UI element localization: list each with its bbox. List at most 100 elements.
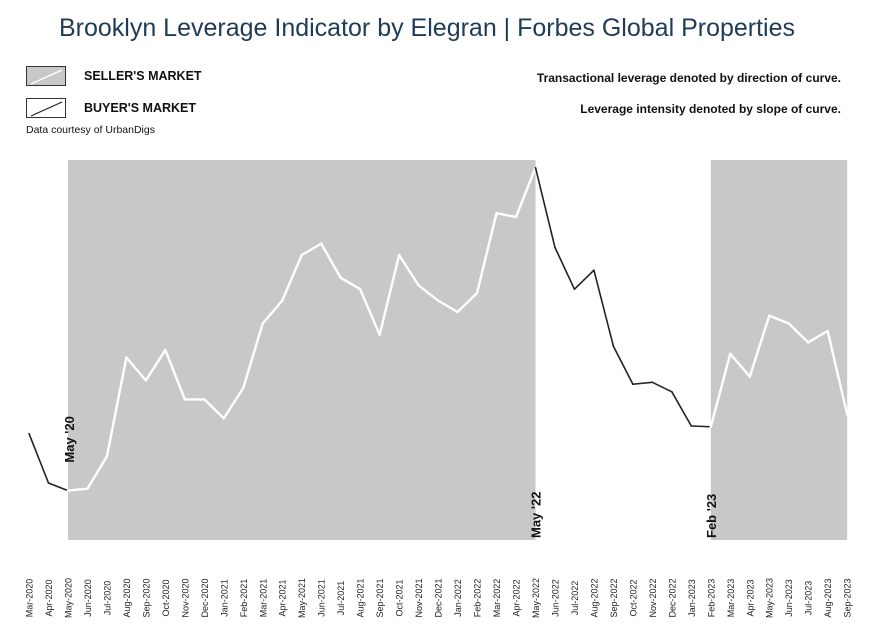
x-tick-label: Aug-2020: [122, 578, 132, 617]
line-segment-Nov-2021: [417, 284, 440, 302]
x-tick-label: Apr-2021: [278, 579, 288, 616]
line-segment-Apr-2020: [47, 482, 69, 492]
line-segment-Jul-2022: [573, 269, 595, 291]
x-tick-label: Jun-2023: [784, 579, 794, 617]
line-segment-Mar-2021: [261, 299, 284, 325]
direction-note: Transactional leverage denoted by direct…: [536, 71, 841, 85]
line-segment-Jul-2021: [339, 276, 362, 291]
annotation-1: May '22: [528, 492, 543, 538]
legend-item-buyer: BUYER'S MARKET: [26, 97, 196, 119]
line-segment-Jul-2020: [105, 356, 128, 458]
line-segment-Jan-2023: [690, 425, 712, 428]
x-tick-label: Jun-2022: [550, 579, 560, 617]
buyer-market-swatch: [26, 98, 66, 118]
line-segment-Feb-2021: [242, 322, 264, 390]
line-segment-Feb-2022: [475, 211, 498, 295]
line-segment-Sep-2020: [144, 348, 167, 382]
line-segment-Mar-2020: [28, 432, 50, 484]
x-tick-label: Jun-2020: [83, 579, 93, 617]
x-tick-label: Jul-2021: [336, 581, 346, 616]
seller-market-region-0: [67, 160, 536, 540]
line-segment-Jul-2023: [807, 329, 829, 344]
x-tick-label: May-2020: [63, 578, 73, 618]
line-segment-Oct-2020: [164, 348, 187, 401]
x-tick-label: Dec-2021: [434, 578, 444, 617]
x-tick-label: Jan-2023: [687, 579, 697, 617]
seller-market-region-2: [710, 160, 848, 540]
x-tick-label: Jan-2021: [219, 579, 229, 617]
x-tick-label: Mar-2022: [492, 579, 502, 618]
line-segment-Jun-2022: [554, 246, 576, 291]
line-segment-May-2021: [300, 242, 323, 257]
x-tick-label: Aug-2023: [823, 578, 833, 617]
x-tick-label: Feb-2022: [473, 579, 483, 618]
x-tick-label: Jan-2022: [453, 579, 463, 617]
x-tick-label: Mar-2023: [726, 579, 736, 618]
x-tick-label: Apr-2023: [745, 579, 755, 616]
x-tick-label: Dec-2022: [667, 578, 677, 617]
x-tick-label: May-2022: [531, 578, 541, 618]
line-segment-Feb-2023: [709, 352, 732, 428]
intensity-note: Leverage intensity denoted by slope of c…: [580, 102, 841, 116]
x-tick-label: Sep-2022: [609, 578, 619, 617]
line-segment-Jun-2021: [320, 242, 342, 279]
line-segment-Sep-2021: [378, 253, 401, 336]
x-tick-label: Nov-2021: [414, 578, 424, 617]
data-source: Data courtesy of UrbanDigs: [26, 124, 155, 136]
line-segment-Jan-2022: [456, 291, 479, 314]
x-tick-label: Feb-2023: [706, 579, 716, 618]
seller-market-label: SELLER'S MARKET: [84, 69, 202, 83]
buyer-market-label: BUYER'S MARKET: [84, 101, 197, 115]
x-tick-label: Nov-2022: [648, 578, 658, 617]
line-segment-May-2022: [534, 166, 556, 249]
x-tick-label: Jul-2023: [804, 581, 814, 616]
x-tick-label: Dec-2020: [200, 578, 210, 617]
x-tick-label: Aug-2022: [589, 578, 599, 617]
x-tick-label: Mar-2021: [258, 579, 268, 618]
line-segment-Aug-2022: [593, 269, 615, 348]
line-segment-Nov-2022: [651, 381, 673, 393]
x-tick-label: Jul-2020: [102, 581, 112, 616]
line-segment-Aug-2023: [826, 329, 849, 416]
legend-item-seller: SELLER'S MARKET: [26, 65, 202, 87]
line-segment-Aug-2020: [125, 356, 148, 382]
x-tick-label: May-2021: [297, 578, 307, 618]
annotation-0: May '20: [62, 416, 77, 462]
line-segment-Aug-2021: [358, 288, 381, 336]
x-tick-label: Oct-2020: [161, 579, 171, 616]
x-tick-label: Sep-2023: [843, 578, 853, 617]
x-tick-label: Aug-2021: [356, 578, 366, 617]
annotation-2: Feb '23: [704, 494, 719, 538]
x-tick-label: Jul-2022: [570, 581, 580, 616]
line-segment-Jun-2023: [787, 322, 810, 344]
x-tick-label: Nov-2020: [180, 578, 190, 617]
x-tick-label: Oct-2021: [395, 579, 405, 616]
line-segment-Mar-2023: [729, 352, 751, 378]
x-tick-label: Sep-2021: [375, 578, 385, 617]
line-segment-Apr-2022: [514, 166, 537, 219]
line-segment-Jan-2021: [222, 386, 245, 420]
line-segment-Sep-2022: [612, 345, 634, 386]
line-segment-Apr-2021: [281, 253, 303, 302]
x-tick-label: Feb-2021: [239, 579, 249, 618]
chart-title: Brooklyn Leverage Indicator by Elegran |…: [58, 14, 796, 42]
line-segment-Dec-2021: [436, 299, 459, 314]
x-tick-label: May-2023: [765, 578, 775, 618]
line-segment-Oct-2021: [397, 253, 420, 287]
line-segment-Dec-2020: [203, 398, 226, 420]
x-tick-label: Mar-2020: [25, 579, 35, 618]
x-tick-label: Oct-2022: [628, 579, 638, 616]
x-tick-label: Jun-2021: [317, 579, 327, 617]
line-segment-May-2020: [66, 487, 89, 492]
x-tick-label: Sep-2020: [141, 578, 151, 617]
x-tick-label: Apr-2022: [512, 579, 522, 616]
x-tick-label: Apr-2020: [44, 579, 54, 616]
line-segment-Apr-2023: [748, 314, 771, 378]
line-segment-Dec-2022: [671, 390, 693, 427]
line-segment-Jun-2020: [86, 455, 109, 490]
line-segment-Mar-2022: [495, 211, 518, 219]
seller-market-swatch: [26, 66, 66, 86]
line-segment-Oct-2022: [632, 381, 654, 386]
line-segment-May-2023: [768, 314, 790, 325]
